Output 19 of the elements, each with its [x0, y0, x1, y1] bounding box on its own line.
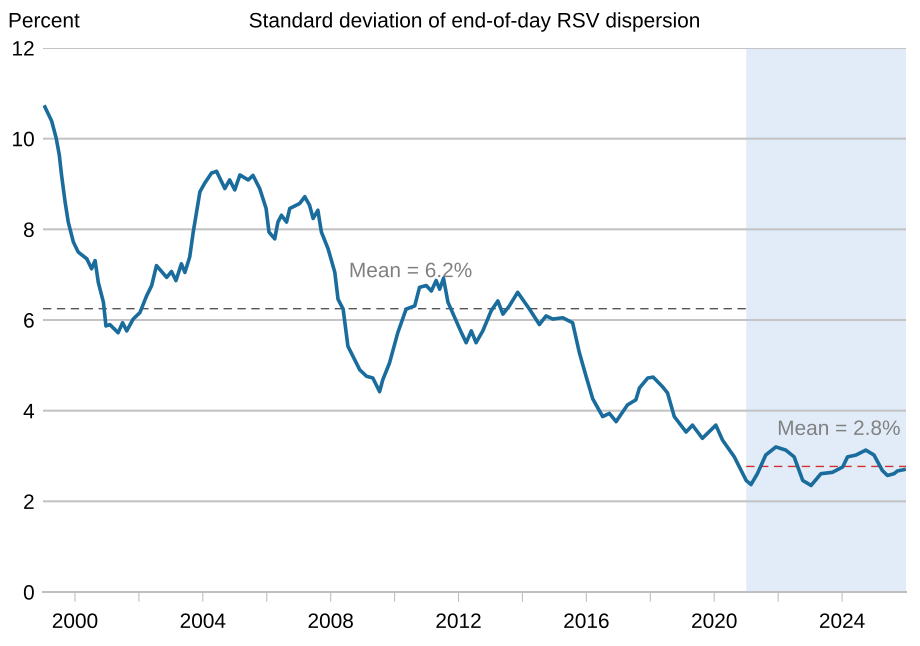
x-tick-label: 2020 [692, 613, 737, 628]
y-tick-label: 6 [24, 313, 34, 328]
x-tick-label: 2024 [820, 613, 865, 628]
x-tick-label: 2012 [436, 613, 481, 628]
ref-line-label: Mean = 6.2% [350, 262, 472, 278]
x-tick-label: 2016 [564, 613, 609, 628]
y-tick-label: 0 [24, 585, 34, 600]
x-tick-label: 2000 [52, 613, 98, 628]
y-tick-label: 8 [24, 222, 34, 238]
x-tick-label: 2004 [180, 613, 226, 628]
y-tick-label: 12 [13, 41, 34, 56]
y-axis-title: Percent [10, 13, 80, 28]
y-tick-label: 2 [24, 494, 34, 509]
y-tick-label: 4 [24, 404, 34, 418]
x-tick-label: 2008 [308, 613, 353, 628]
chart-title: Standard deviation of end-of-day RSV dispersion [250, 12, 699, 32]
y-tick-label: 10 [13, 132, 34, 146]
line-series [43, 105, 906, 488]
ref-line-label: Mean = 2.8% [778, 420, 900, 436]
